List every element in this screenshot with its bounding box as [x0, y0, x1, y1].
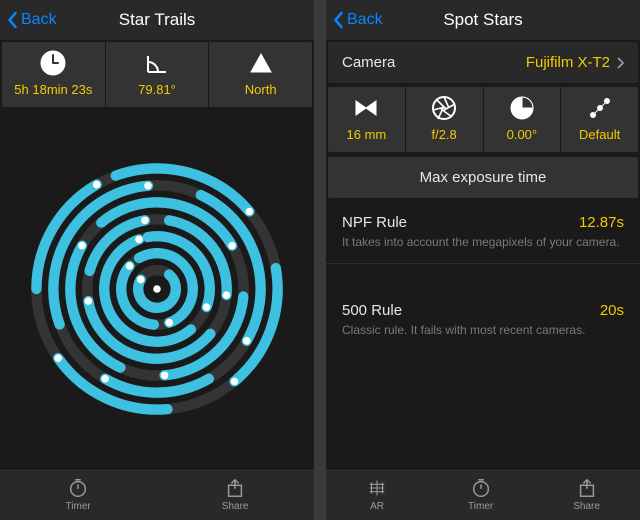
- back-label: Back: [347, 11, 383, 29]
- direction-cell[interactable]: North: [209, 42, 312, 107]
- chevron-right-icon: [616, 57, 624, 69]
- params-row: 16 mm f/2.8 0.00° Default: [328, 87, 638, 153]
- focal-cell[interactable]: 16 mm: [328, 87, 406, 152]
- share-button[interactable]: Share: [573, 477, 600, 512]
- angle-icon: [144, 50, 170, 76]
- rule-desc: It takes into account the megapixels of …: [342, 235, 624, 249]
- rule-name: NPF Rule: [342, 214, 407, 231]
- star-trails-canvas-area: [0, 110, 314, 468]
- ar-button[interactable]: AR: [366, 477, 388, 512]
- aperture-icon: [431, 95, 457, 121]
- rules-list: NPF Rule 12.87s It takes into account th…: [326, 200, 640, 468]
- declination-cell[interactable]: 0.00°: [484, 87, 562, 152]
- accuracy-cell[interactable]: Default: [561, 87, 638, 152]
- timer-button[interactable]: Timer: [66, 477, 91, 512]
- timer-label: Timer: [468, 501, 493, 512]
- angle-cell[interactable]: 79.81°: [106, 42, 210, 107]
- ar-label: AR: [370, 501, 384, 512]
- spot-stars-screen: Back Spot Stars Camera Fujifilm X-T2 16 …: [326, 0, 640, 520]
- camera-row[interactable]: Camera Fujifilm X-T2: [328, 42, 638, 83]
- page-title: Spot Stars: [443, 10, 522, 30]
- declination-value: 0.00°: [507, 127, 538, 142]
- back-label: Back: [21, 11, 57, 29]
- camera-value: Fujifilm X-T2: [526, 54, 624, 71]
- back-button[interactable]: Back: [6, 11, 57, 29]
- triangle-icon: [248, 50, 274, 76]
- focal-value: 16 mm: [347, 127, 387, 142]
- star-trails-chart: [0, 110, 314, 468]
- accuracy-value: Default: [579, 127, 620, 142]
- timer-label: Timer: [66, 501, 91, 512]
- page-title: Star Trails: [119, 10, 196, 30]
- direction-value: North: [245, 82, 277, 97]
- camera-label: Camera: [342, 54, 395, 71]
- timer-button[interactable]: Timer: [468, 477, 493, 512]
- rule-row-npf[interactable]: NPF Rule 12.87s It takes into account th…: [326, 200, 640, 264]
- rule-desc: Classic rule. It fails with most recent …: [342, 323, 624, 337]
- section-header: Max exposure time: [328, 157, 638, 198]
- duration-cell[interactable]: 5h 18min 23s: [2, 42, 106, 107]
- rule-row-500[interactable]: 500 Rule 20s Classic rule. It fails with…: [326, 288, 640, 351]
- share-label: Share: [222, 501, 249, 512]
- aperture-cell[interactable]: f/2.8: [406, 87, 484, 152]
- pie-icon: [509, 95, 535, 121]
- bowtie-icon: [353, 95, 379, 121]
- share-label: Share: [573, 501, 600, 512]
- nav-bar: Back Spot Stars: [326, 0, 640, 40]
- rule-value: 20s: [600, 302, 624, 319]
- stats-row: 5h 18min 23s 79.81° North: [2, 42, 312, 108]
- camera-model: Fujifilm X-T2: [526, 54, 610, 71]
- toolbar: Timer Share: [0, 468, 314, 520]
- nav-bar: Back Star Trails: [0, 0, 314, 40]
- rule-name: 500 Rule: [342, 302, 402, 319]
- toolbar: AR Timer Share: [326, 468, 640, 520]
- back-button[interactable]: Back: [332, 11, 383, 29]
- duration-value: 5h 18min 23s: [14, 82, 92, 97]
- star-trails-screen: Back Star Trails 5h 18min 23s 79.81° Nor…: [0, 0, 314, 520]
- clock-icon: [40, 50, 66, 76]
- rule-value: 12.87s: [579, 214, 624, 231]
- dots-icon: [587, 95, 613, 121]
- angle-value: 79.81°: [138, 82, 176, 97]
- share-button[interactable]: Share: [222, 477, 249, 512]
- aperture-value: f/2.8: [431, 127, 456, 142]
